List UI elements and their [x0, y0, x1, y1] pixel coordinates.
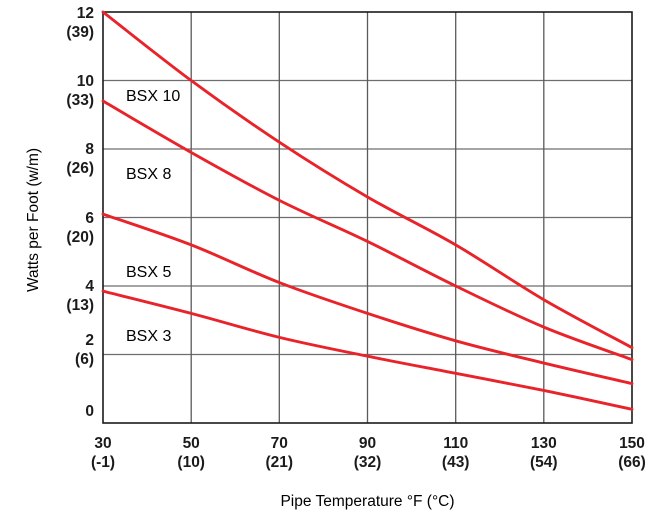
y-axis-tick-labels: 12 (39) 10 (33) 8 (26) 6 (20) 4 (13) 2 (…: [66, 5, 94, 420]
series-label-bsx-3: BSX 3: [126, 328, 171, 345]
x-tick-primary-50: 50: [183, 435, 200, 452]
y-tick-secondary-10: (33): [66, 92, 94, 109]
x-tick-primary-150: 150: [619, 435, 645, 452]
series-line-bsx-3: [101, 289, 634, 411]
x-tick-primary-130: 130: [531, 435, 557, 452]
y-tick-primary-0: 0: [85, 403, 94, 420]
y-tick-secondary-2: (6): [75, 351, 94, 368]
series-labels: BSX 10 BSX 8 BSX 5 BSX 3: [126, 88, 180, 345]
x-tick-primary-30: 30: [94, 435, 111, 452]
series-line-bsx-10: [101, 10, 634, 350]
y-tick-primary-10: 10: [77, 73, 94, 90]
series-label-bsx-5: BSX 5: [126, 264, 171, 281]
y-tick-secondary-6: (20): [66, 229, 94, 246]
vertical-gridlines: [190, 12, 545, 423]
y-tick-primary-8: 8: [85, 141, 94, 158]
plot-area-frame: [102, 11, 633, 424]
y-tick-secondary-8: (26): [66, 160, 94, 177]
y-axis-title: Watts per Foot (w/m): [25, 148, 42, 292]
x-tick-secondary-90: (32): [354, 454, 382, 471]
x-tick-primary-90: 90: [359, 435, 376, 452]
x-axis-title: Pipe Temperature °F (°C): [280, 493, 454, 510]
x-tick-secondary-130: (54): [530, 454, 558, 471]
y-tick-secondary-12: (39): [66, 24, 94, 41]
x-axis-tick-labels: 30 (-1) 50 (10) 70 (21) 90 (32) 110 (43)…: [91, 435, 646, 471]
y-tick-secondary-4: (13): [66, 297, 94, 314]
series-curves: [101, 10, 634, 411]
y-tick-primary-12: 12: [77, 5, 94, 22]
x-tick-secondary-70: (21): [266, 454, 294, 471]
x-tick-secondary-30: (-1): [91, 454, 115, 471]
x-tick-secondary-150: (66): [618, 454, 646, 471]
y-tick-primary-4: 4: [85, 278, 94, 295]
series-line-bsx-8: [101, 99, 634, 362]
y-tick-primary-6: 6: [85, 210, 94, 227]
series-label-bsx-8: BSX 8: [126, 166, 171, 183]
y-tick-primary-2: 2: [85, 332, 94, 349]
x-tick-primary-110: 110: [443, 435, 468, 452]
x-tick-secondary-110: (43): [442, 454, 470, 471]
x-tick-primary-70: 70: [271, 435, 288, 452]
series-label-bsx-10: BSX 10: [126, 88, 180, 105]
series-line-bsx-5: [101, 212, 634, 386]
x-tick-secondary-50: (10): [177, 454, 205, 471]
